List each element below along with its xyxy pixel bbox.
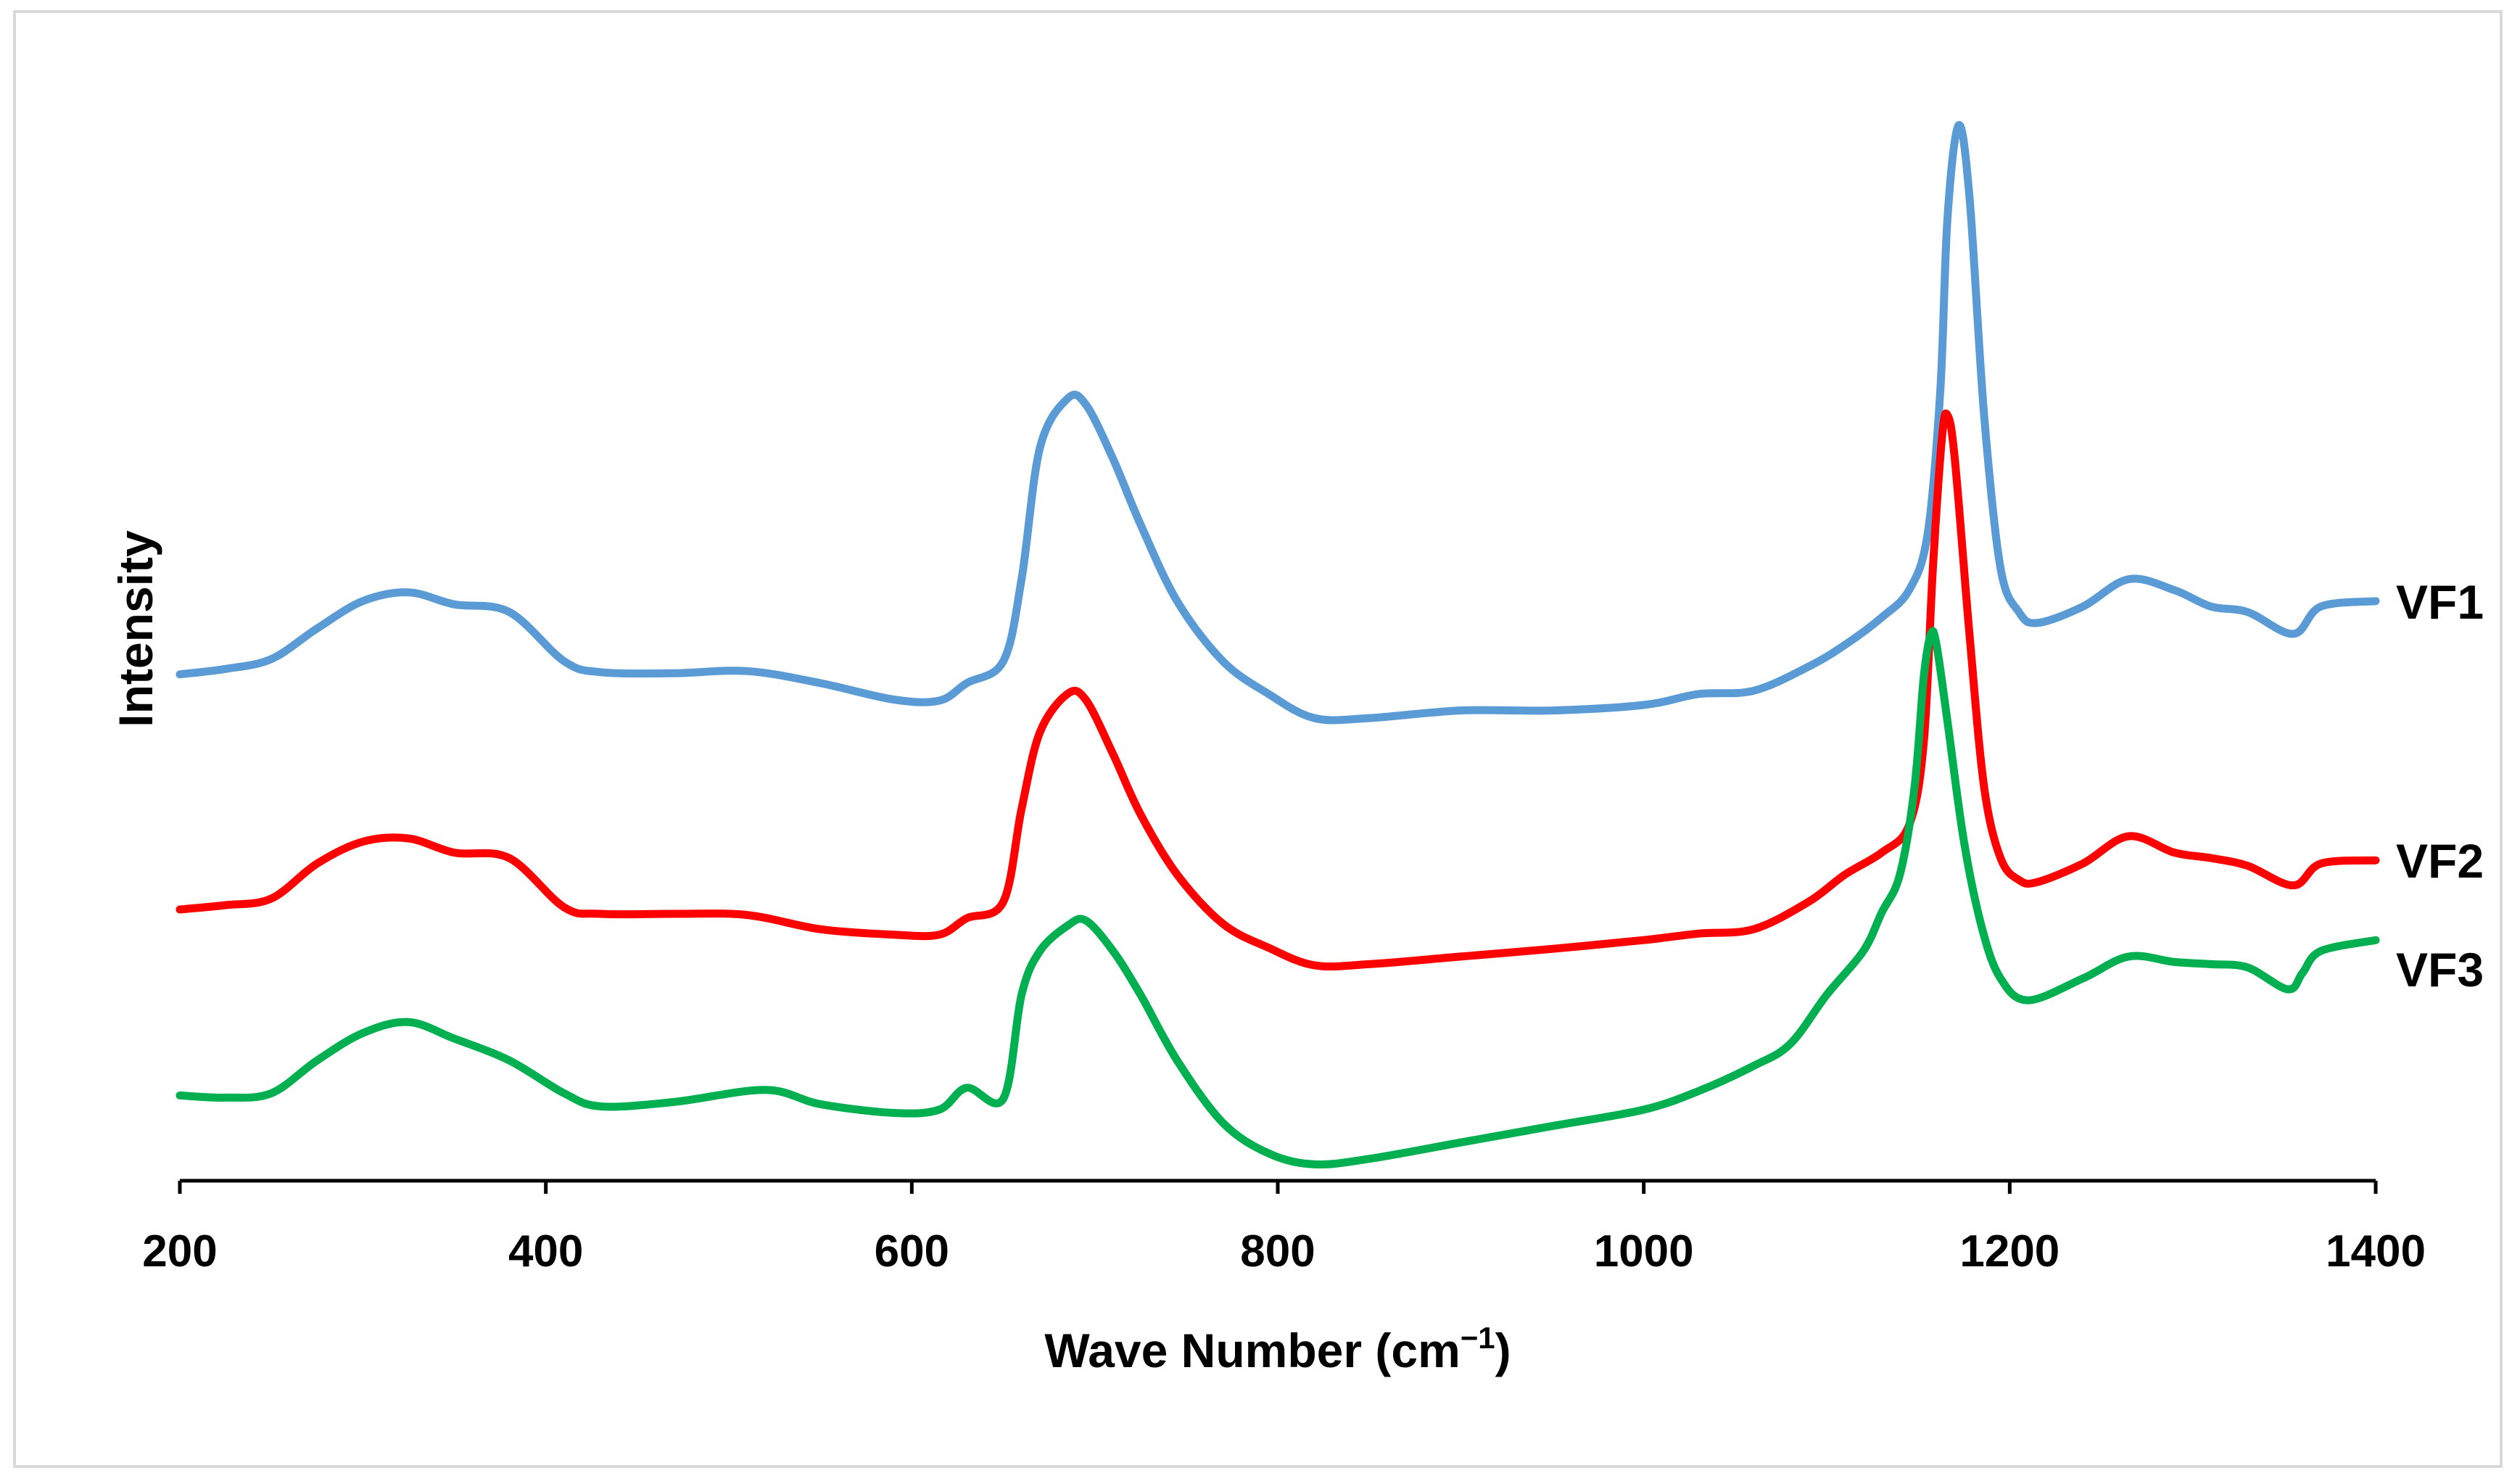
series-line-vf3 — [175, 627, 2380, 1169]
x-axis-title-superscript: −1 — [1461, 1321, 1495, 1355]
series-label-vf1: VF1 — [2396, 575, 2484, 629]
x-tick-label-800: 800 — [1240, 1226, 1315, 1276]
y-axis-title: Intensity — [109, 530, 162, 727]
series-label-vf2: VF2 — [2396, 834, 2484, 888]
x-tick-label-200: 200 — [142, 1226, 217, 1276]
x-axis-title-main: Wave Number (cm — [1044, 1324, 1460, 1377]
series-label-vf3: VF3 — [2396, 943, 2484, 997]
x-tick-label-600: 600 — [875, 1226, 949, 1276]
x-tick-label-1000: 1000 — [1594, 1226, 1694, 1276]
chart-frame — [13, 10, 2503, 1468]
x-axis-title: Wave Number (cm−1) — [1044, 1321, 1511, 1377]
series-line-vf1 — [175, 120, 2380, 725]
x-axis-ticks — [178, 1181, 2378, 1194]
x-tick-label-400: 400 — [508, 1226, 583, 1276]
plot-area — [175, 120, 2380, 1169]
x-axis-tick-labels: 200 400 600 800 1000 1200 1400 — [142, 1226, 2426, 1276]
x-tick-label-1200: 1200 — [1959, 1226, 2060, 1276]
series-labels: VF1 VF2 VF3 — [2396, 575, 2484, 997]
series-line-vf2 — [175, 409, 2380, 971]
x-axis-title-close: ) — [1495, 1324, 1511, 1377]
x-tick-label-1400: 1400 — [2326, 1226, 2426, 1276]
